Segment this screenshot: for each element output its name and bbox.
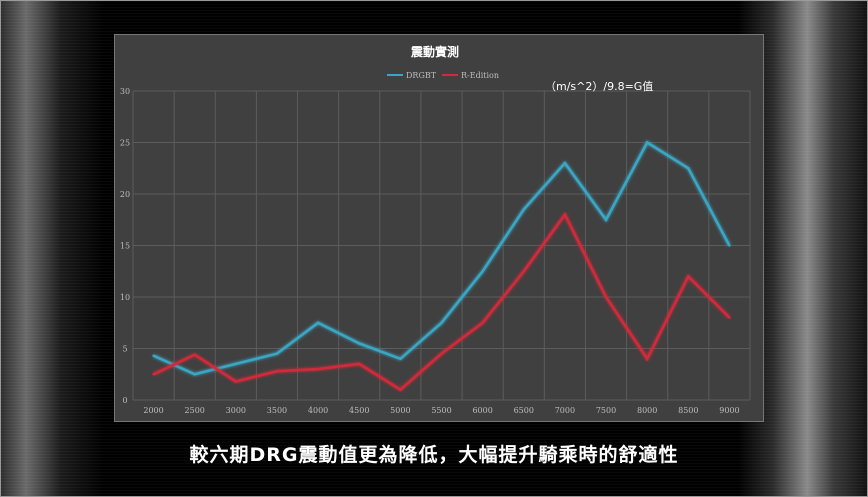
legend-label: R-Edition <box>461 71 499 80</box>
data-point-r-edition <box>316 367 320 371</box>
legend: DRGBT R-Edition <box>387 71 499 80</box>
data-point-drgbt <box>234 362 238 366</box>
data-point-r-edition <box>687 275 690 278</box>
x-tick-label: 5000 <box>390 406 410 415</box>
data-point-drgbt <box>481 270 484 273</box>
y-tick-label: 10 <box>120 293 130 302</box>
x-tick-label: 3500 <box>267 406 287 415</box>
slide-caption: 較六期DRG震動值更為降低，大幅提升騎乘時的舒適性 <box>189 444 679 466</box>
x-tick-label: 9000 <box>719 406 739 415</box>
x-tick-label: 6500 <box>514 406 534 415</box>
data-point-r-edition <box>193 353 196 356</box>
data-point-drgbt <box>399 357 402 360</box>
x-tick-label: 2000 <box>143 406 163 415</box>
data-point-drgbt <box>316 321 320 324</box>
data-point-drgbt <box>563 161 567 165</box>
data-point-r-edition <box>152 373 155 376</box>
data-point-drgbt <box>728 244 731 247</box>
data-point-r-edition <box>563 213 567 216</box>
x-tick-label: 7500 <box>596 406 616 415</box>
data-point-r-edition <box>440 352 443 355</box>
x-tick-label: 8000 <box>637 406 657 415</box>
y-tick-label: 25 <box>120 139 130 148</box>
y-tick-label: 30 <box>120 87 130 96</box>
data-point-r-edition <box>275 369 279 373</box>
data-point-r-edition <box>399 388 402 391</box>
data-point-drgbt <box>193 373 196 376</box>
data-point-r-edition <box>728 316 731 319</box>
y-tick-label: 0 <box>122 396 127 405</box>
legend-label: DRGBT <box>406 71 437 80</box>
x-tick-label: 4000 <box>308 406 328 415</box>
data-point-drgbt <box>645 141 649 144</box>
x-tick-label: 8500 <box>678 406 698 415</box>
data-point-r-edition <box>358 362 361 366</box>
chart-title: 震動實測 <box>411 44 459 59</box>
y-tick-label: 20 <box>120 190 130 199</box>
data-point-r-edition <box>481 321 484 324</box>
series-line-drgbt <box>153 140 731 376</box>
data-point-drgbt <box>687 167 690 170</box>
data-point-r-edition <box>604 295 608 299</box>
data-point-drgbt <box>152 354 155 357</box>
unit-annotation: （m/s^2）/9.8=G值 <box>545 80 653 93</box>
y-tick-label: 15 <box>120 242 130 251</box>
chart-panel: 0 5 10 15 20 25 30 2000 2500 3000 3500 4000 4500 5000… <box>114 34 764 422</box>
data-point-r-edition <box>234 380 238 383</box>
data-point-r-edition <box>522 270 525 273</box>
data-point-drgbt <box>275 352 279 355</box>
y-tick-label: 5 <box>122 345 127 354</box>
data-point-r-edition <box>645 357 649 360</box>
x-tick-label: 6000 <box>472 406 492 415</box>
data-point-drgbt <box>522 208 525 211</box>
x-tick-label: 5500 <box>431 406 451 415</box>
x-tick-label: 2500 <box>185 406 205 415</box>
vibration-line-chart: 0 5 10 15 20 25 30 2000 2500 3000 3500 4000 4500 5000… <box>120 44 751 415</box>
data-point-drgbt <box>604 218 608 221</box>
x-tick-label: 3000 <box>226 406 246 415</box>
x-tick-label: 4500 <box>349 406 369 415</box>
data-point-drgbt <box>358 342 361 345</box>
x-tick-label: 7000 <box>555 406 575 415</box>
data-point-drgbt <box>440 321 443 324</box>
